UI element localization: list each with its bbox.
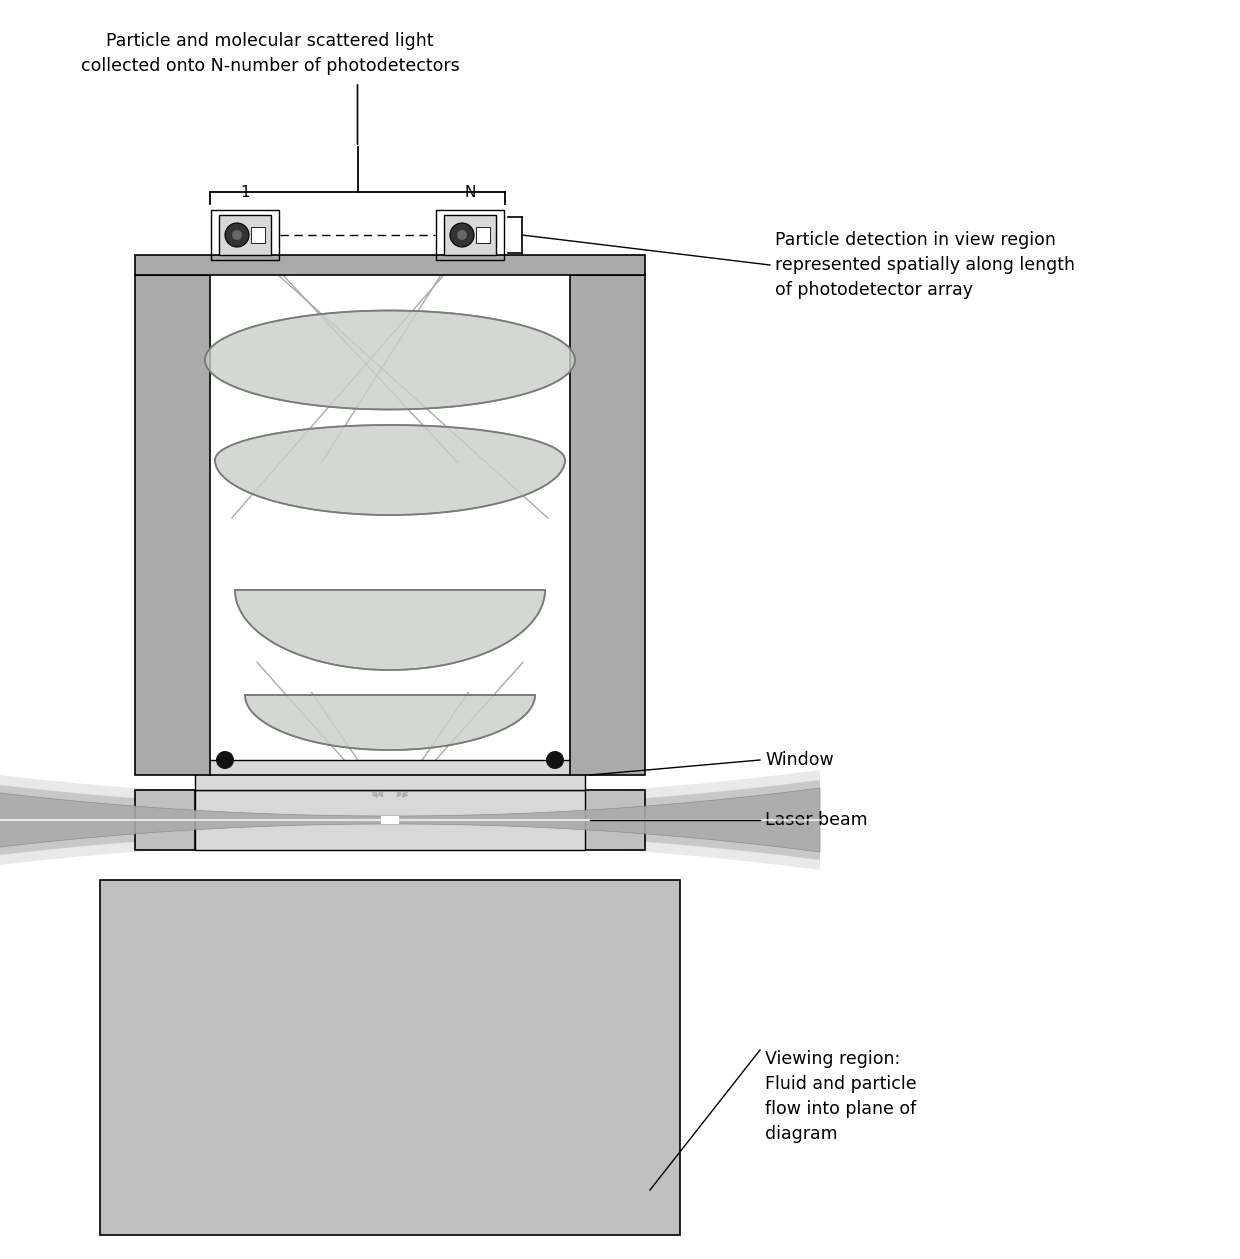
Bar xyxy=(219,215,272,256)
Polygon shape xyxy=(0,771,820,870)
Bar xyxy=(570,274,645,776)
Bar xyxy=(436,210,503,261)
Text: Particle detection in view region
represented spatially along length
of photodet: Particle detection in view region repres… xyxy=(775,230,1075,298)
Bar xyxy=(135,789,195,850)
Polygon shape xyxy=(246,695,534,750)
Bar xyxy=(250,227,265,243)
Bar xyxy=(210,274,570,776)
Circle shape xyxy=(450,223,474,247)
Bar xyxy=(444,215,496,256)
Circle shape xyxy=(232,230,242,240)
Bar xyxy=(195,760,585,789)
Circle shape xyxy=(458,230,467,240)
Text: Window: Window xyxy=(765,752,833,769)
Bar xyxy=(135,274,210,776)
Bar xyxy=(195,789,585,850)
Polygon shape xyxy=(0,781,820,860)
Bar xyxy=(476,227,490,243)
Text: Laser beam: Laser beam xyxy=(765,811,868,828)
Polygon shape xyxy=(0,788,820,852)
Bar xyxy=(100,880,680,1235)
Text: 1: 1 xyxy=(241,185,249,200)
Text: Particle and molecular scattered light
collected onto N-number of photodetectors: Particle and molecular scattered light c… xyxy=(81,31,459,76)
Bar xyxy=(211,210,279,261)
Circle shape xyxy=(216,752,234,769)
Bar xyxy=(135,256,645,274)
Circle shape xyxy=(546,752,564,769)
Text: N: N xyxy=(464,185,476,200)
Bar xyxy=(585,789,645,850)
Polygon shape xyxy=(215,426,565,515)
Polygon shape xyxy=(205,311,575,409)
Circle shape xyxy=(224,223,249,247)
Bar xyxy=(381,816,399,823)
Text: Viewing region:
Fluid and particle
flow into plane of
diagram: Viewing region: Fluid and particle flow … xyxy=(765,1050,916,1143)
Polygon shape xyxy=(236,590,546,670)
